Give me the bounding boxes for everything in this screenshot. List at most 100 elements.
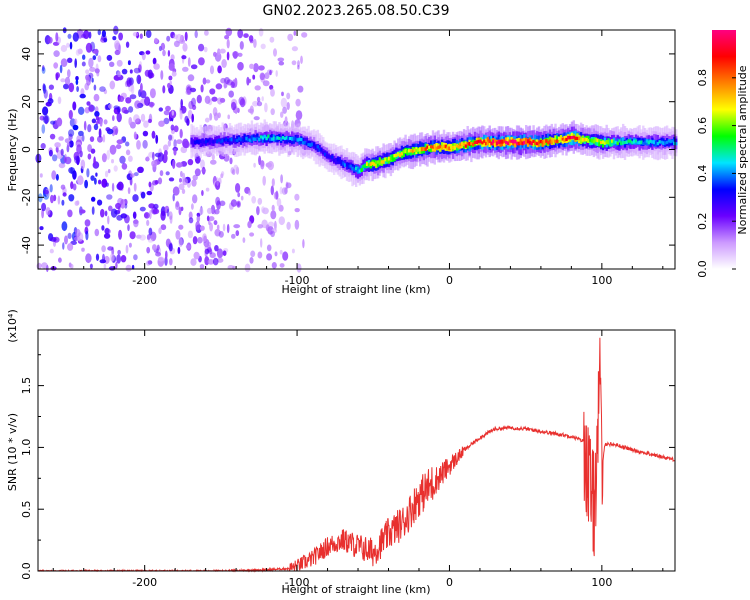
spectrogram-noise-cell	[243, 33, 249, 38]
spectrogram-noise-cell	[219, 200, 226, 207]
spectrogram-noise-cell	[152, 180, 158, 186]
spectrogram-ridge-cell	[664, 141, 667, 145]
spectrogram-noise-cell	[55, 174, 59, 181]
spectrogram-ridge-cell	[331, 155, 334, 159]
spectrogram-ridge-cell	[263, 134, 266, 139]
spectrogram-noise-cell	[152, 57, 157, 65]
spectrogram-noise-cell	[172, 193, 175, 202]
spectrogram-noise-cell	[282, 106, 287, 114]
snr-x-tick-label: -100	[285, 576, 310, 589]
spectrogram-ridge-cell	[614, 140, 618, 144]
spectrogram-ridge-cell	[495, 141, 499, 146]
spectrogram-noise-cell	[294, 219, 300, 230]
spectrogram-noise-cell	[121, 163, 128, 170]
spectrogram-noise-cell	[140, 82, 143, 93]
spectrogram-noise-cell	[200, 159, 205, 169]
spectrogram-ridge-cell	[236, 138, 239, 142]
spectrogram-noise-cell	[180, 98, 183, 108]
spectrogram-ridge-cell	[462, 142, 466, 147]
spectrogram-noise-cell	[240, 195, 244, 201]
spectrogram-noise-cell	[270, 230, 275, 238]
spectrogram-noise-cell	[72, 124, 79, 131]
spectrogram-ridge-cell	[356, 168, 360, 172]
spectrogram-noise-cell	[166, 208, 170, 217]
spectrogram-ridge-cell	[510, 139, 513, 143]
colorbar-tick-label: 0.8	[696, 69, 709, 87]
spectrogram-noise-cell	[196, 94, 202, 104]
spectrogram-noise-cell	[139, 234, 146, 241]
spectrogram-noise-cell	[95, 115, 99, 121]
spectrogram-ridge-cell	[442, 144, 446, 149]
spectrogram-ridge-cell	[598, 139, 601, 143]
spectrogram-noise-cell	[103, 89, 108, 95]
spectrogram-noise-cell	[200, 205, 203, 215]
spectrogram-noise-cell	[248, 35, 254, 42]
spectrogram-noise-cell	[216, 177, 219, 186]
spectrogram-noise-cell	[163, 144, 169, 152]
spectrogram-noise-cell	[214, 245, 219, 252]
spectrogram-ridge-cell	[651, 140, 654, 144]
spectrogram-noise-cell	[142, 130, 149, 137]
spectrogram-ridge-cell	[428, 145, 431, 149]
spectrogram-ridge-cell	[406, 150, 409, 154]
snr-y-tick-label: 1.0	[20, 439, 33, 457]
spectrogram-ridge-cell	[508, 139, 511, 143]
spectrogram-noise-cell	[213, 51, 217, 57]
spectrogram-noise-cell	[88, 104, 95, 113]
spectrogram-noise-cell	[101, 153, 107, 163]
snr-y-tick-label: 0.5	[20, 500, 33, 518]
spectrogram-noise-cell	[88, 31, 92, 39]
spectrogram-noise-cell	[279, 263, 285, 268]
spectrogram-noise-cell	[217, 257, 224, 263]
spectrogram-ridge-cell	[247, 138, 250, 142]
spectrogram-ridge-cell	[192, 140, 195, 144]
spectrogram-ridge-cell	[466, 142, 469, 146]
spectrogram-ridge-cell	[583, 137, 586, 142]
spectrogram-noise-cell	[214, 209, 220, 215]
spectrogram-ridge-cell	[318, 147, 321, 152]
spectrogram-noise-cell	[105, 127, 111, 132]
spectrogram-noise-cell	[87, 124, 92, 133]
spectrogram-noise-cell	[275, 190, 279, 200]
spectrogram-noise-cell	[182, 42, 188, 52]
spectrogram-noise-cell	[113, 165, 118, 172]
spectrogram-ridge-cell	[365, 162, 369, 166]
spectrogram-noise-cell	[47, 36, 53, 44]
colorbar-tick-label: 0.0	[696, 260, 709, 278]
spectrogram-noise-cell	[239, 41, 244, 50]
spectrogram-noise-cell	[127, 60, 131, 66]
spectrogram-noise-cell	[168, 243, 173, 252]
spectrogram-noise-cell	[108, 103, 113, 109]
spectrogram-ridge-cell	[294, 137, 297, 141]
spectrogram-ridge-cell	[433, 144, 436, 148]
spectrogram-noise-cell	[229, 157, 233, 165]
spectrogram-noise-cell	[82, 54, 86, 60]
spectrogram-noise-cell	[175, 200, 180, 208]
spectrogram-ridge-cell	[223, 138, 226, 142]
figure-title: GN02.2023.265.08.50.C39	[263, 3, 450, 19]
spectrogram-noise-cell	[291, 60, 297, 66]
spectrogram-ridge-cell	[622, 141, 625, 145]
spectrogram-noise-cell	[59, 64, 63, 74]
spectrogram-ridge-cell	[532, 139, 535, 143]
spectrogram-noise-cell	[217, 48, 221, 56]
spectrogram-ridge-cell	[550, 140, 553, 145]
spectrogram-noise-cell	[168, 75, 173, 81]
spectrogram-ridge-cell	[607, 140, 610, 145]
spectrogram-ridge-cell	[342, 161, 345, 166]
spectrogram-ridge-cell	[303, 140, 307, 145]
spectrogram-noise-cell	[143, 120, 149, 128]
spectrogram-noise-cell	[117, 71, 122, 78]
spectrogram-noise-cell	[140, 90, 147, 99]
spectrogram-noise-cell	[87, 144, 92, 153]
spectrogram-noise-cell	[74, 228, 81, 238]
spectrogram-noise-cell	[163, 110, 170, 116]
spectrogram-noise-cell	[68, 109, 73, 120]
spectrogram-ridge-cell	[353, 167, 356, 172]
spectrogram-noise-cell	[253, 162, 256, 168]
spectrogram-noise-cell	[295, 110, 303, 120]
spectrogram-noise-cell	[136, 234, 142, 239]
spectrogram-ridge-cell	[312, 142, 316, 147]
spectrogram-ridge-cell	[490, 141, 493, 146]
spectrogram-ridge-cell	[647, 140, 650, 145]
